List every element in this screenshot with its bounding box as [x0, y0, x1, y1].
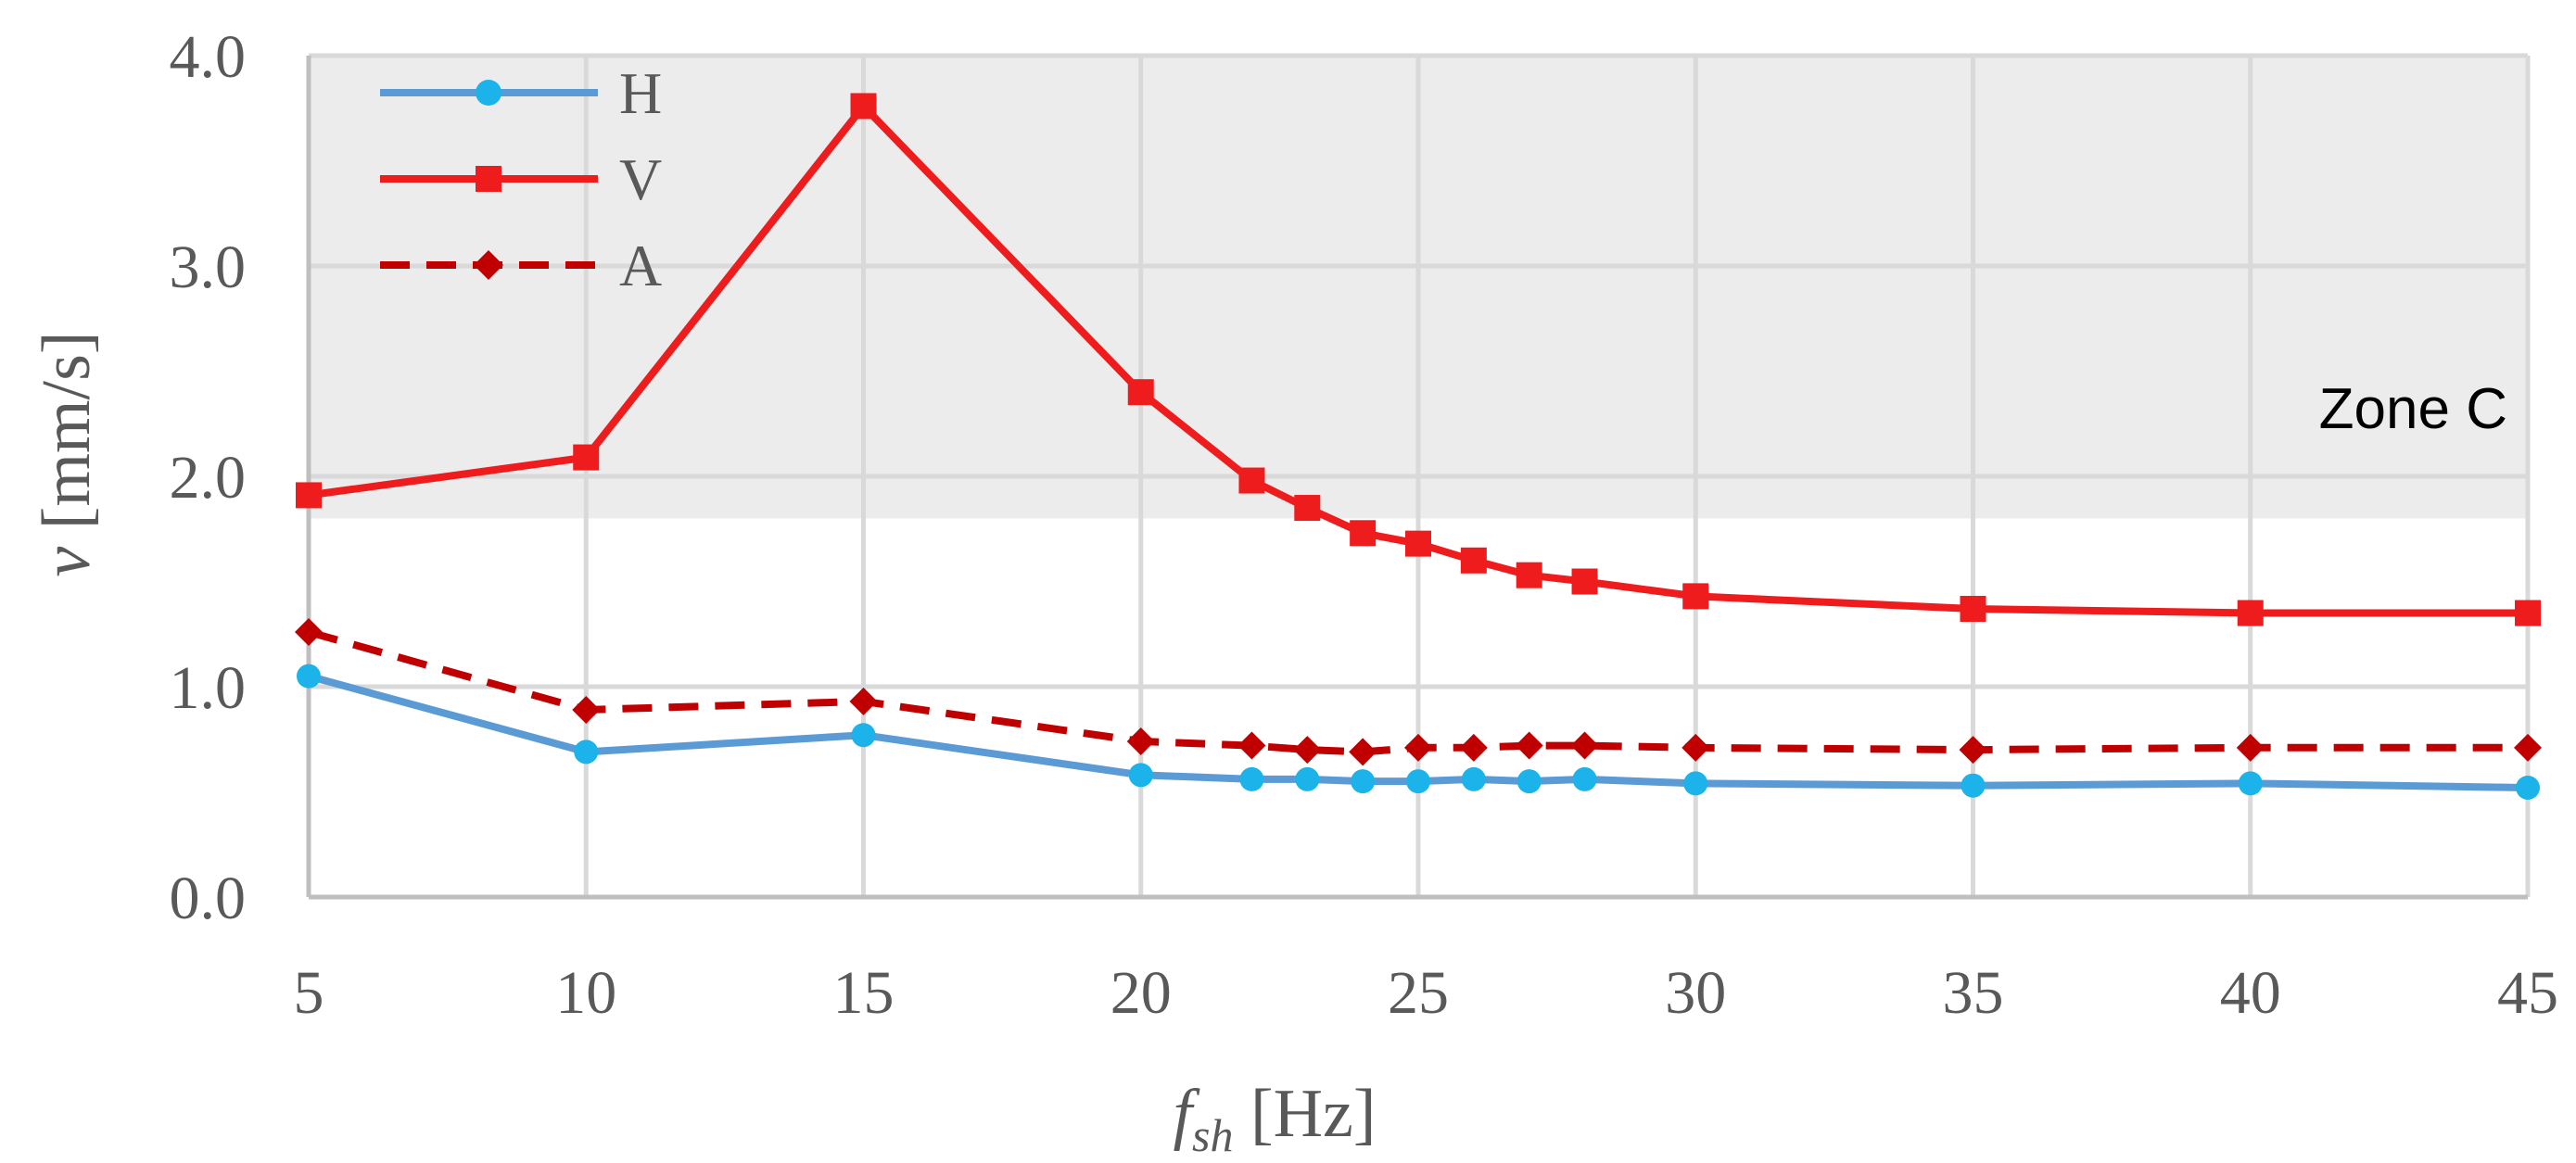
data-point-h: [2238, 771, 2263, 796]
legend-label-a: A: [619, 233, 662, 298]
legend-item-a: A: [380, 233, 662, 298]
legend-marker-h: [476, 80, 501, 106]
data-point-a: [1459, 733, 1488, 762]
data-point-a: [1681, 733, 1710, 762]
y-axis-title: v [mm/s]: [29, 331, 105, 576]
series-v: [296, 93, 2541, 626]
data-point-h: [1406, 769, 1430, 794]
data-point-v: [296, 482, 322, 509]
data-point-v: [1571, 568, 1598, 595]
data-point-h: [851, 723, 876, 748]
data-point-a: [1570, 731, 1599, 760]
y-tick-label: 4.0: [170, 23, 247, 91]
y-tick-label: 3.0: [170, 234, 247, 301]
data-point-h: [1461, 766, 1486, 791]
y-axis-title-unit: [mm/s]: [29, 331, 105, 546]
data-point-h: [297, 664, 321, 689]
data-point-v: [1460, 547, 1487, 574]
x-tick-label: 5: [294, 959, 324, 1027]
x-tick-label: 10: [555, 959, 616, 1027]
y-axis-title-symbol: v: [29, 547, 105, 577]
data-point-h: [1128, 763, 1153, 788]
x-tick-label: 40: [2220, 959, 2281, 1027]
data-point-v: [1350, 520, 1377, 547]
data-point-v: [1294, 495, 1321, 522]
data-point-v: [850, 93, 877, 120]
legend-item-h: H: [380, 60, 662, 126]
data-point-a: [572, 695, 601, 724]
data-point-h: [574, 740, 599, 765]
data-point-a: [1404, 733, 1432, 762]
x-axis-title: fsh [Hz]: [1173, 1076, 1376, 1161]
data-point-a: [2236, 733, 2265, 762]
legend-marker-a: [474, 250, 503, 280]
data-point-v: [1960, 596, 1986, 623]
data-point-a: [295, 617, 323, 646]
data-point-h: [1961, 773, 1986, 798]
series-h: [297, 664, 2540, 800]
data-point-v: [1516, 562, 1542, 588]
data-point-v: [573, 444, 600, 471]
data-point-h: [1295, 766, 1320, 791]
data-point-h: [1516, 769, 1542, 794]
data-point-h: [2516, 775, 2540, 800]
data-point-a: [1349, 738, 1377, 766]
data-point-a: [2514, 733, 2542, 762]
x-tick-label: 35: [1943, 959, 2004, 1027]
data-point-v: [1405, 530, 1431, 557]
data-point-v: [2237, 600, 2264, 626]
legend: H V A: [380, 60, 662, 298]
data-point-v: [1127, 379, 1154, 406]
x-tick-label: 25: [1388, 959, 1449, 1027]
data-point-a: [849, 687, 878, 715]
data-point-a: [1959, 736, 1987, 765]
data-point-a: [1126, 727, 1155, 756]
data-point-h: [1239, 766, 1264, 791]
legend-item-v: V: [380, 146, 662, 212]
series-a: [295, 617, 2542, 766]
legend-label-h: H: [619, 60, 662, 126]
data-point-a: [1515, 731, 1543, 760]
data-point-a: [1237, 731, 1266, 760]
data-point-v: [1682, 583, 1709, 610]
y-tick-label: 1.0: [170, 654, 247, 722]
data-point-a: [1293, 736, 1322, 765]
y-tick-label: 0.0: [170, 865, 247, 932]
legend-marker-v: [476, 166, 501, 192]
data-point-h: [1351, 769, 1376, 794]
x-tick-label: 15: [833, 959, 895, 1027]
grid-layer: [306, 53, 2531, 900]
y-tick-label: 2.0: [170, 444, 247, 512]
x-axis-title-subscript: sh: [1192, 1109, 1233, 1161]
tick-layer: 5 10 15 20 25 30 35 40 45 0.0 1.0 2.0 3.0 4.0: [170, 23, 2559, 1027]
x-tick-label: 20: [1110, 959, 1172, 1027]
x-axis-title-unit: [Hz]: [1233, 1076, 1376, 1152]
legend-label-v: V: [619, 146, 662, 212]
data-point-h: [1683, 771, 1708, 796]
series-layer: [295, 93, 2542, 800]
x-tick-label: 45: [2497, 959, 2558, 1027]
zone-c-label: Zone C: [2319, 377, 2507, 441]
x-tick-label: 30: [1665, 959, 1726, 1027]
data-point-h: [1572, 766, 1597, 791]
data-point-v: [2515, 600, 2541, 626]
data-point-v: [1238, 467, 1265, 494]
